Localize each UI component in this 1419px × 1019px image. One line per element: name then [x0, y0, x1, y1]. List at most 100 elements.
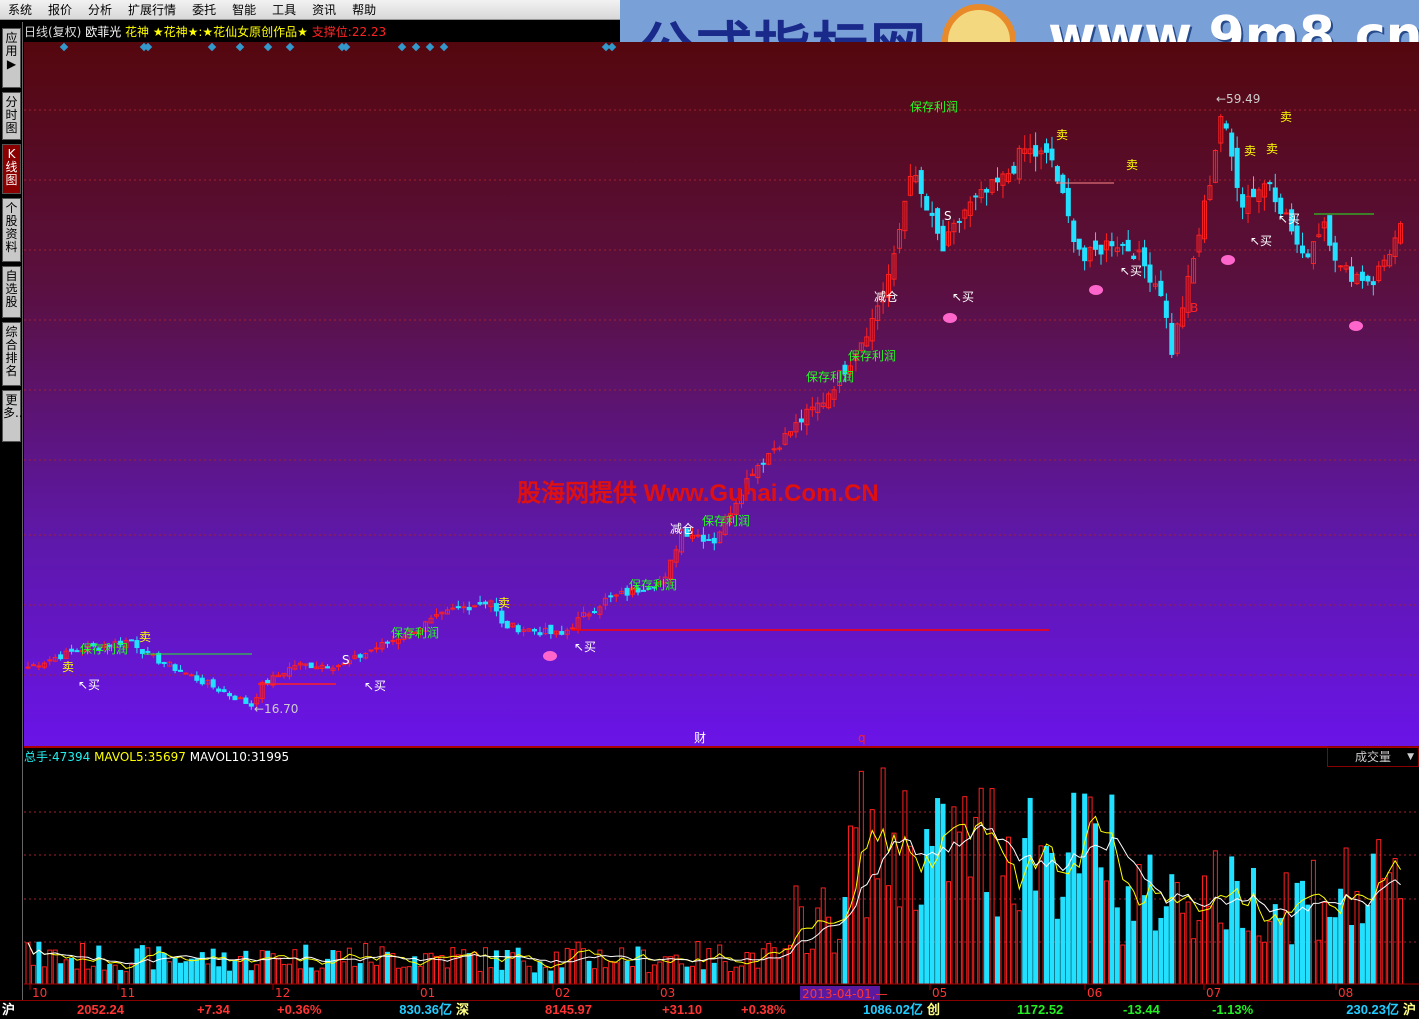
volume-bar: [286, 963, 292, 985]
menu-item-3[interactable]: 扩展行情: [128, 3, 177, 17]
candle: [1071, 220, 1077, 243]
volume-bar: [935, 798, 941, 985]
volume-bar: [58, 963, 64, 985]
volume-bar: [1283, 872, 1289, 985]
candle: [1294, 225, 1300, 245]
candle: [1103, 240, 1109, 251]
volume-bar: [85, 968, 91, 985]
candle: [254, 697, 260, 705]
candle: [1256, 189, 1262, 203]
candle: [962, 209, 968, 219]
volume-bar: [1152, 930, 1158, 985]
candle: [243, 697, 249, 704]
candle: [793, 422, 799, 433]
volume-bar: [1093, 823, 1099, 985]
volume-bar: [1147, 854, 1153, 985]
volume-bar: [433, 955, 439, 985]
volume-bar: [292, 949, 298, 985]
volume-bar: [444, 967, 450, 985]
sidebar-tab-6[interactable]: 更多..: [2, 390, 23, 442]
sidebar-tab-1[interactable]: 分时图: [2, 92, 21, 140]
volume-bar: [401, 966, 407, 985]
volume-bar: [1142, 895, 1148, 985]
period-label[interactable]: 日线(复权): [24, 25, 82, 39]
candle: [788, 431, 794, 436]
candle: [640, 589, 646, 592]
volume-bar: [1076, 873, 1082, 985]
volume-bar: [1196, 920, 1202, 985]
sidebar-tab-2[interactable]: K线图: [2, 144, 21, 194]
volume-bar: [1103, 880, 1109, 985]
volume-bar: [216, 966, 222, 985]
menu-item-4[interactable]: 委托: [192, 3, 217, 17]
volume-bar: [602, 967, 608, 985]
volume-bar: [25, 942, 31, 985]
volume-bar: [1027, 797, 1033, 985]
sidebar-tab-5[interactable]: 综合排名: [2, 322, 21, 386]
annotation-keep-profit: 保存利润: [629, 578, 678, 592]
candle: [733, 502, 739, 515]
menu-item-5[interactable]: 智能: [232, 3, 257, 17]
candle: [771, 448, 777, 451]
volume-bar: [47, 949, 53, 985]
candle: [346, 660, 352, 665]
candle: [63, 650, 69, 659]
support-value: 22.23: [351, 25, 387, 39]
menu-item-6[interactable]: 工具: [272, 3, 297, 17]
volume-bar: [1065, 852, 1071, 985]
menu-item-8[interactable]: 帮助: [352, 3, 377, 17]
volume-bar: [1256, 935, 1262, 985]
candle: [1354, 273, 1360, 285]
candle: [297, 662, 303, 666]
candle: [657, 581, 663, 586]
indicator-select[interactable]: 成交量 ▼: [1327, 746, 1419, 767]
volume-bar: [1207, 905, 1213, 985]
volume-bar: [1060, 896, 1066, 985]
volume-bar: [880, 767, 886, 985]
candle: [1261, 183, 1267, 198]
candle: [172, 664, 178, 671]
candle: [537, 632, 543, 636]
candle: [472, 605, 478, 608]
sidebar-tab-3[interactable]: 个股资料: [2, 198, 21, 262]
volume-bar: [232, 960, 238, 985]
volume-bar: [466, 953, 472, 985]
candle: [281, 672, 287, 677]
candle: [624, 587, 630, 596]
candle: [1027, 148, 1033, 155]
volume-bar: [886, 885, 892, 985]
volume-bar: [978, 787, 984, 985]
annotation-sell: 卖: [1280, 110, 1293, 124]
sidebar-tab-4[interactable]: 自选股: [2, 266, 21, 318]
candle: [194, 675, 200, 681]
candle: [1240, 194, 1246, 208]
volume-bar: [733, 966, 739, 985]
candle: [423, 621, 429, 632]
candle: [804, 408, 810, 426]
candle: [1125, 239, 1131, 252]
candle: [450, 607, 456, 610]
volume-bar: [896, 906, 902, 985]
volume-bar: [335, 950, 341, 985]
price-chart[interactable]: 股海网提供 Www.Guhai.Com.CN 保存利润 保存利润 保存利润 保存利润保…: [24, 42, 1419, 746]
candle: [58, 654, 64, 660]
sidebar-tab-0[interactable]: 应用▶: [2, 28, 21, 88]
menu-item-0[interactable]: 系统: [8, 3, 33, 17]
signal-diamond-icon: [341, 42, 351, 52]
sh-label: 沪: [2, 1002, 16, 1017]
menu-item-2[interactable]: 分析: [88, 3, 113, 17]
candle: [1332, 242, 1338, 261]
menu-item-7[interactable]: 资讯: [312, 3, 337, 17]
candle: [1370, 281, 1376, 286]
menu-item-1[interactable]: 报价: [48, 3, 73, 17]
volume-bar: [30, 964, 36, 985]
volume-bar: [918, 904, 924, 985]
volume-bar: [711, 962, 717, 985]
volume-bar: [1191, 938, 1197, 985]
candle: [700, 534, 706, 542]
candle: [69, 648, 75, 652]
volume-chart[interactable]: 10 11 12 01 02 03 05 06 07 08 2013-04-01,—: [24, 746, 1419, 1001]
candle: [1267, 182, 1273, 185]
sz-label: 深: [456, 1002, 470, 1017]
volume-bar: [1082, 793, 1088, 985]
